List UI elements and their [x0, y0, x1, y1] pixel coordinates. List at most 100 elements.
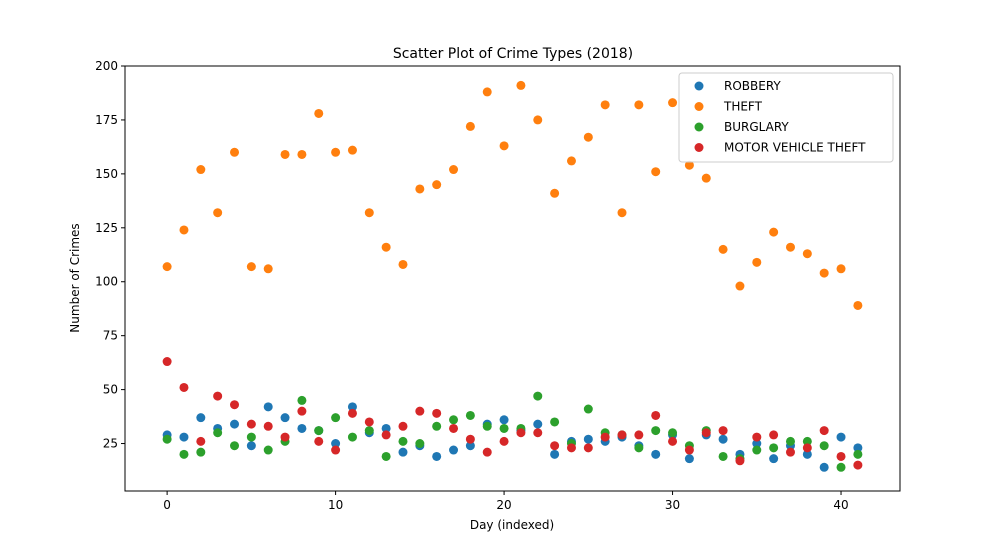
data-point	[853, 443, 863, 453]
data-point	[196, 436, 206, 446]
data-point	[785, 242, 795, 252]
data-point	[347, 432, 357, 442]
data-point	[802, 249, 812, 259]
data-point	[246, 262, 256, 272]
y-tick-label: 25	[103, 437, 118, 451]
y-axis-label: Number of Crimes	[68, 223, 82, 332]
data-point	[701, 173, 711, 183]
data-point	[785, 436, 795, 446]
data-point	[550, 449, 560, 459]
data-point	[819, 268, 829, 278]
data-point	[297, 149, 307, 159]
data-point	[752, 439, 762, 449]
x-tick-label: 10	[328, 498, 343, 512]
data-point	[600, 432, 610, 442]
data-point	[634, 100, 644, 110]
data-point	[347, 402, 357, 412]
y-tick-label: 50	[103, 383, 118, 397]
data-point	[196, 413, 206, 423]
y-tick-label: 100	[95, 275, 118, 289]
data-point	[718, 434, 728, 444]
data-point	[230, 441, 240, 451]
data-point	[668, 428, 678, 438]
y-tick-label: 175	[95, 113, 118, 127]
data-point	[230, 400, 240, 410]
data-point	[280, 432, 290, 442]
data-point	[819, 462, 829, 472]
data-point	[449, 423, 459, 433]
series-theft	[162, 80, 863, 310]
data-point	[853, 449, 863, 459]
data-point	[499, 436, 509, 446]
data-point	[836, 462, 846, 472]
data-point	[230, 147, 240, 157]
data-point	[482, 421, 492, 431]
data-point	[314, 108, 324, 118]
data-point	[516, 428, 526, 438]
data-point	[179, 382, 189, 392]
data-point	[853, 460, 863, 470]
data-point	[398, 447, 408, 457]
data-point	[718, 244, 728, 254]
legend-marker	[694, 122, 704, 132]
data-point	[802, 443, 812, 453]
data-point	[449, 415, 459, 425]
data-point	[364, 417, 374, 427]
data-point	[162, 357, 172, 367]
data-point	[819, 441, 829, 451]
plot-frame	[124, 65, 901, 492]
y-tick-label: 200	[95, 59, 118, 73]
data-point	[246, 432, 256, 442]
data-point	[364, 426, 374, 436]
data-point	[213, 428, 223, 438]
data-point	[432, 180, 442, 190]
data-point	[465, 434, 475, 444]
data-point	[213, 208, 223, 218]
data-point	[718, 451, 728, 461]
data-point	[179, 432, 189, 442]
data-point	[263, 264, 273, 274]
legend-label: ROBBERY	[724, 79, 781, 93]
data-point	[819, 426, 829, 436]
x-tick-label: 20	[496, 498, 511, 512]
data-point	[651, 426, 661, 436]
legend-marker	[694, 143, 704, 152]
data-point	[263, 421, 273, 431]
data-point	[331, 413, 341, 423]
data-point	[331, 445, 341, 455]
data-point	[516, 80, 526, 90]
legend-item: ROBBERY	[694, 79, 781, 93]
data-point	[533, 115, 543, 125]
data-point	[668, 98, 678, 108]
data-point	[583, 132, 593, 142]
data-point	[533, 428, 543, 438]
data-point	[465, 410, 475, 420]
data-point	[449, 165, 459, 175]
data-point	[263, 445, 273, 455]
data-point	[381, 242, 391, 252]
data-point	[735, 281, 745, 291]
data-point	[415, 406, 425, 416]
points-layer	[162, 80, 863, 472]
data-point	[769, 430, 779, 440]
data-point	[449, 445, 459, 455]
data-point	[684, 160, 694, 170]
data-point	[162, 262, 172, 272]
data-point	[752, 257, 762, 267]
data-point	[836, 432, 846, 442]
y-axis: 25 50 75 100 125 150 175 200	[95, 59, 125, 451]
data-point	[465, 121, 475, 131]
data-point	[836, 451, 846, 461]
data-point	[432, 408, 442, 418]
data-point	[802, 449, 812, 459]
data-point	[684, 445, 694, 455]
legend: ROBBERY THEFT BURGLARY MOTOR VEHICLE THEFT	[678, 72, 894, 163]
data-point	[465, 441, 475, 451]
legend-label: THEFT	[723, 100, 763, 114]
data-point	[432, 421, 442, 431]
data-point	[499, 423, 509, 433]
data-point	[398, 436, 408, 446]
data-point	[583, 434, 593, 444]
y-tick-label: 75	[103, 329, 118, 343]
data-point	[381, 423, 391, 433]
